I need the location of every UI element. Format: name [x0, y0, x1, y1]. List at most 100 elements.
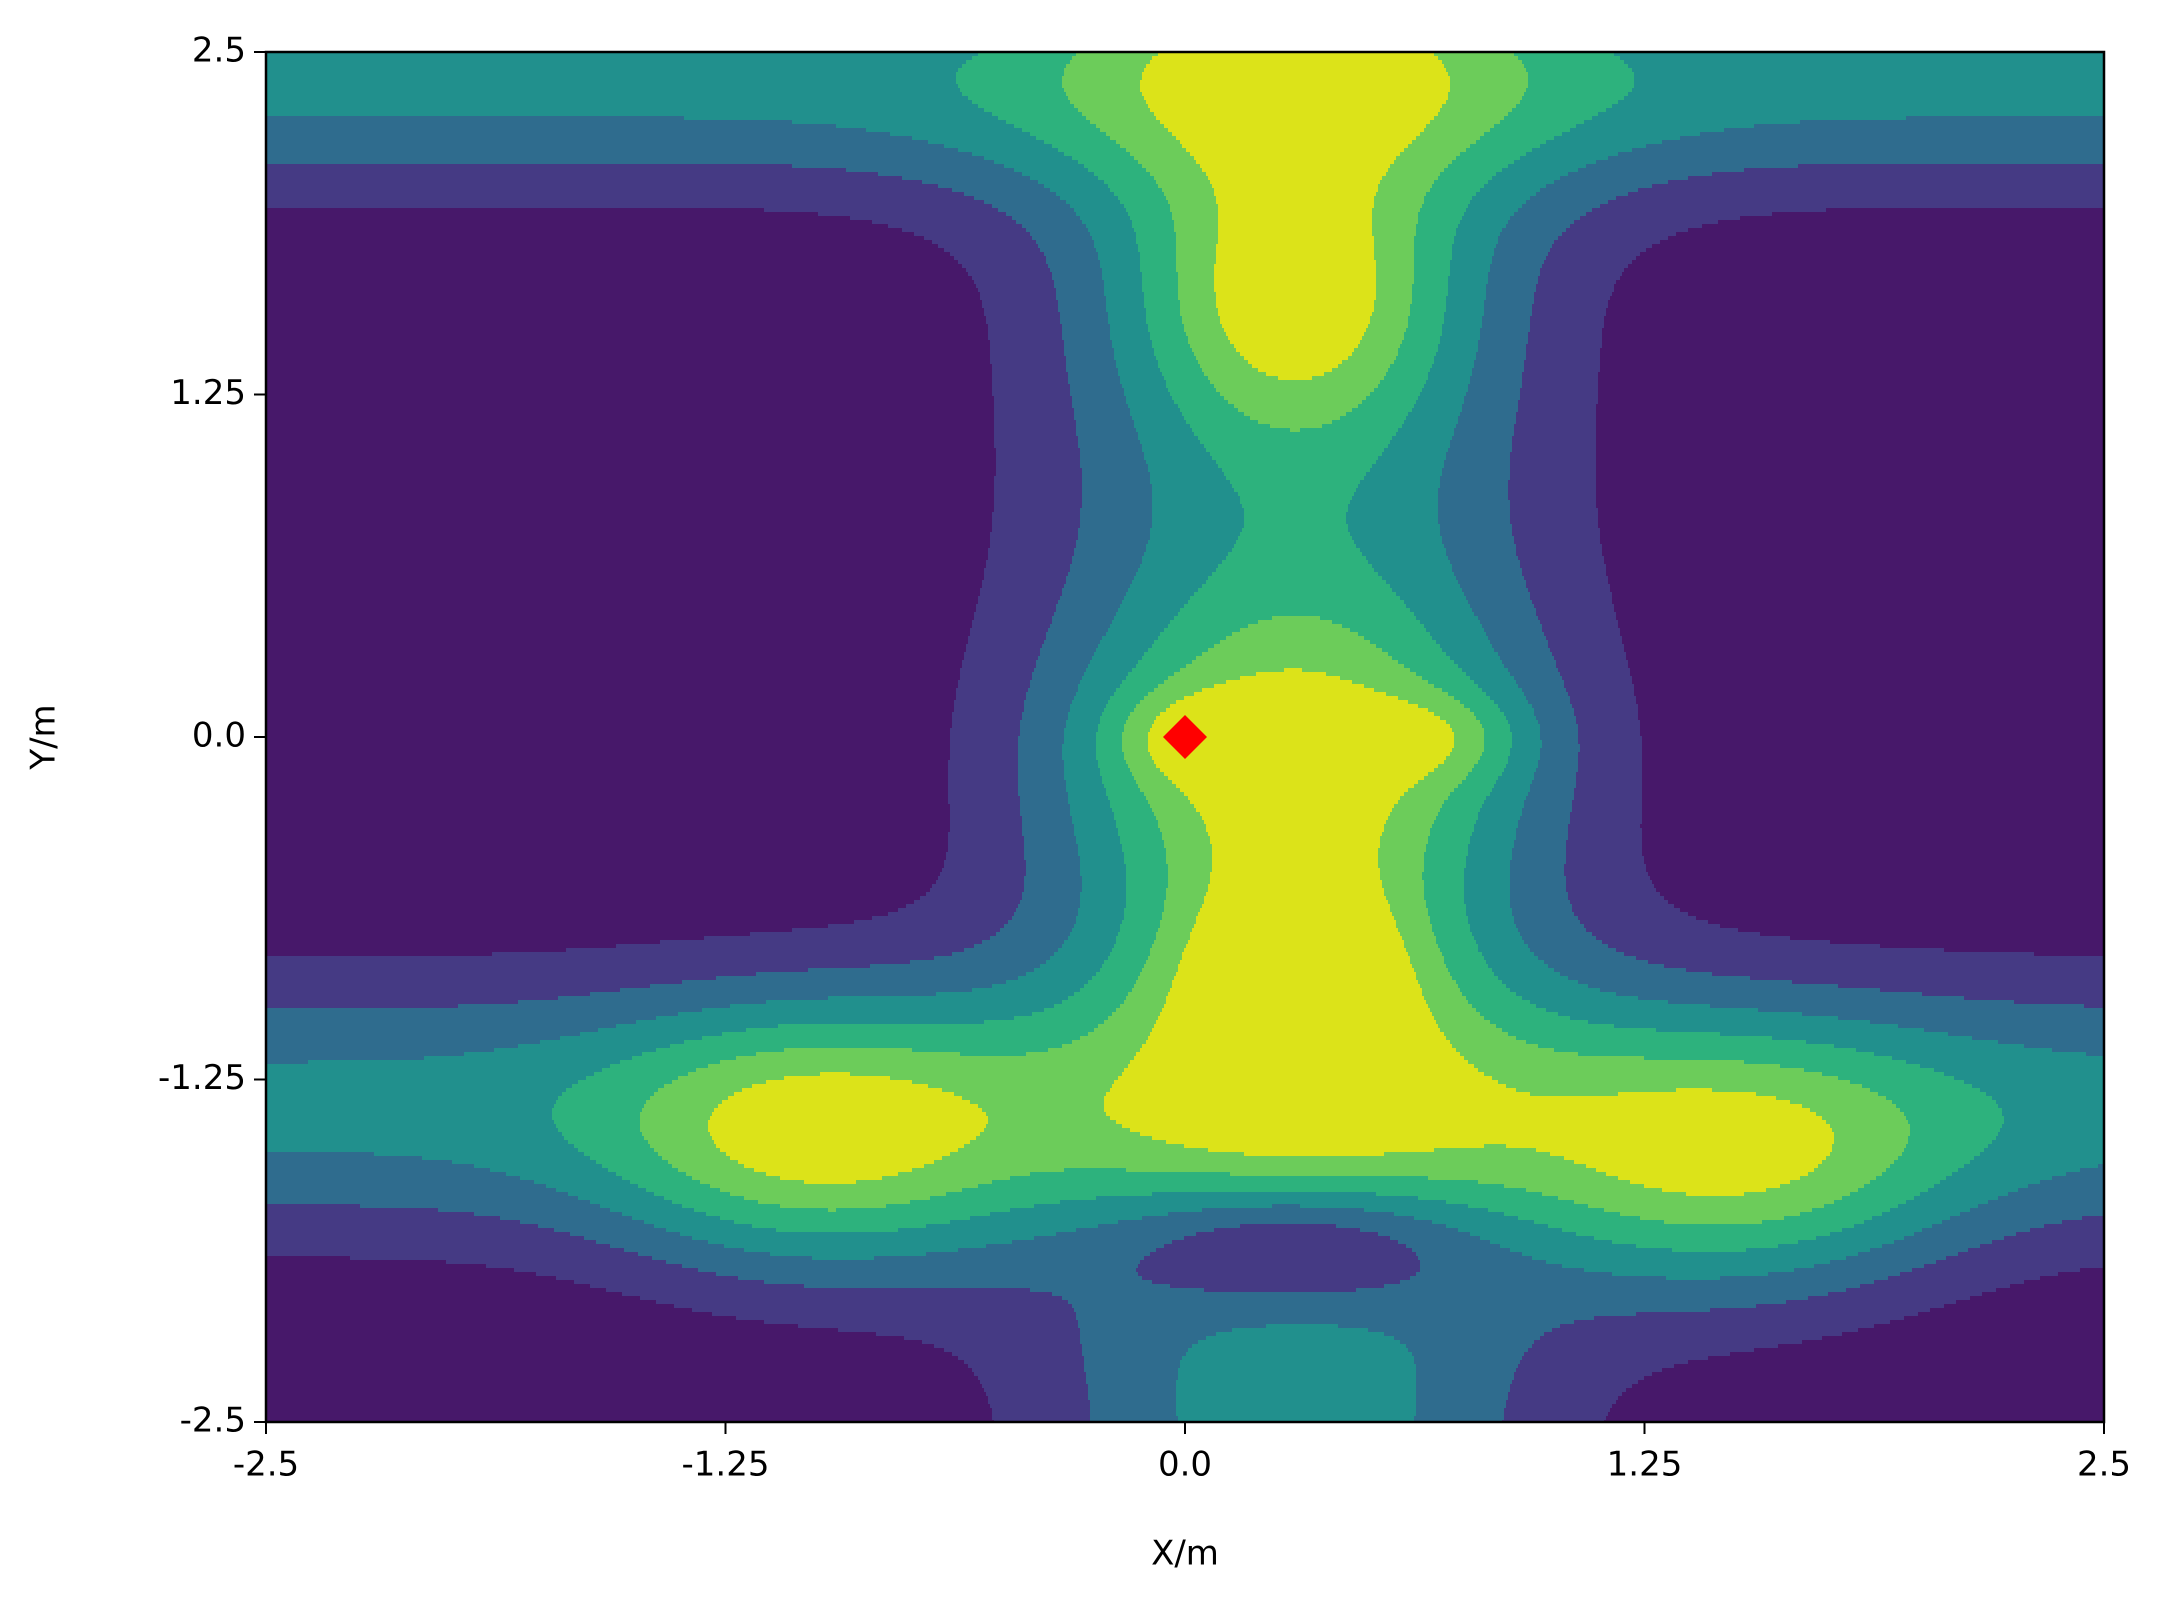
contour-band [954, 256, 1046, 260]
contour-band [1464, 900, 1510, 904]
contour-band [1508, 164, 1586, 168]
contour-band [950, 732, 1020, 736]
contour-band [1588, 1020, 1870, 1024]
contour-band [562, 1132, 642, 1136]
contour-band [1140, 440, 1200, 444]
contour-band [1130, 1060, 1468, 1064]
contour-band [1744, 1060, 1906, 1064]
contour-band [1464, 704, 1498, 708]
contour-band [266, 832, 948, 836]
contour-band [1178, 1416, 1414, 1420]
contour-band [1104, 708, 1134, 712]
contour-band [1374, 240, 1414, 244]
contour-band [1134, 156, 1194, 160]
contour-band [1134, 228, 1174, 232]
contour-band [1542, 744, 1580, 748]
contour-band [1620, 1212, 1800, 1216]
contour-band [2044, 1224, 2104, 1228]
contour-band [266, 1156, 422, 1160]
contour-band [1240, 500, 1350, 504]
contour-band [1958, 1168, 2080, 1172]
contour-band [1614, 284, 2104, 288]
contour-band [266, 424, 994, 428]
contour-band [1126, 896, 1166, 900]
contour-band [1636, 1312, 1918, 1316]
contour-band [828, 1208, 836, 1212]
contour-band [266, 472, 996, 476]
contour-band [994, 492, 1082, 496]
contour-band [1372, 228, 1416, 232]
contour-band [992, 392, 1070, 396]
contour-band [1190, 932, 1400, 936]
contour-band [898, 908, 1016, 912]
contour-band [1802, 1340, 2104, 1344]
contour-band [558, 996, 828, 1000]
contour-band [1428, 772, 1468, 776]
contour-band [1686, 968, 2104, 972]
contour-band [1992, 1240, 2104, 1244]
contour-band [1402, 340, 1440, 344]
contour-band [1596, 464, 2104, 468]
contour-band [932, 884, 1024, 888]
contour-band [1522, 1252, 1858, 1256]
contour-band [266, 1412, 992, 1416]
contour-band [1210, 880, 1382, 884]
contour-band [554, 1120, 640, 1124]
contour-band [1424, 888, 1464, 892]
contour-band [990, 544, 1076, 548]
contour-band [1126, 892, 1166, 896]
contour-band [1634, 688, 2104, 692]
contour-band [1482, 804, 1524, 808]
contour-band [1126, 884, 1168, 888]
contour-band [266, 120, 792, 124]
contour-band [1024, 840, 1076, 844]
contour-band [1616, 992, 1922, 996]
contour-band [1464, 880, 1510, 884]
contour-band [1124, 204, 1170, 208]
contour-band [266, 444, 994, 448]
contour-band [910, 1200, 1060, 1204]
contour-band [1212, 572, 1378, 576]
contour-band [1018, 752, 1062, 756]
contour-band [1910, 1132, 1998, 1136]
contour-band [1388, 816, 1436, 820]
contour-band [266, 432, 994, 436]
contour-band [1510, 888, 1566, 892]
contour-band [1364, 636, 1432, 640]
contour-band [1580, 920, 1708, 924]
contour-band [1472, 196, 1530, 200]
contour-band [828, 996, 1068, 1000]
contour-band [1230, 1172, 1606, 1176]
contour-band [1460, 220, 1508, 224]
contour-band [1226, 680, 1352, 684]
contour-band [578, 1148, 654, 1152]
contour-band [1566, 840, 1642, 844]
contour-band [1180, 960, 1410, 964]
contour-band [1434, 180, 1488, 184]
contour-band [1108, 184, 1158, 188]
contour-band [1548, 644, 1624, 648]
contour-band [1060, 596, 1124, 600]
contour-band [990, 356, 1066, 360]
contour-band [1094, 240, 1136, 244]
contour-band [1438, 512, 1510, 516]
contour-band [266, 1032, 580, 1036]
contour-band [1406, 416, 1458, 420]
contour-band [1204, 1288, 1356, 1292]
contour-band [1158, 52, 1434, 56]
contour-band [1080, 1036, 1148, 1040]
contour-band [1026, 692, 1076, 696]
contour-band [1520, 392, 1598, 396]
contour-band [1416, 616, 1478, 620]
contour-band [1300, 1204, 1468, 1208]
contour-band [1088, 980, 1136, 984]
contour-band [1080, 896, 1126, 900]
contour-band [1492, 968, 1554, 972]
contour-band [1228, 552, 1362, 556]
contour-band [956, 72, 1064, 76]
contour-band [1198, 1340, 1400, 1344]
contour-band [1076, 836, 1120, 840]
contour-band [266, 680, 958, 684]
contour-band [1204, 900, 1388, 904]
contour-band [1596, 440, 2104, 444]
